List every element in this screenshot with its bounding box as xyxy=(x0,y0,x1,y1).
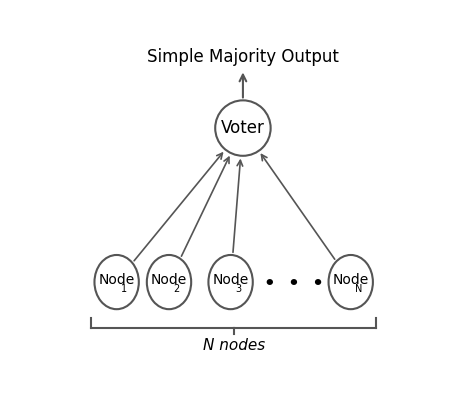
Circle shape xyxy=(215,100,271,156)
Text: N nodes: N nodes xyxy=(202,338,265,354)
Text: 3: 3 xyxy=(235,284,241,294)
Ellipse shape xyxy=(147,255,191,309)
Text: N: N xyxy=(355,284,362,294)
Ellipse shape xyxy=(209,255,253,309)
Text: Node: Node xyxy=(151,273,187,287)
Ellipse shape xyxy=(328,255,373,309)
Text: •  •  •: • • • xyxy=(264,275,324,293)
Ellipse shape xyxy=(94,255,139,309)
Text: Voter: Voter xyxy=(221,119,265,137)
Text: Simple Majority Output: Simple Majority Output xyxy=(147,48,339,66)
Text: Node: Node xyxy=(333,273,369,287)
Text: 2: 2 xyxy=(173,284,180,294)
Text: 1: 1 xyxy=(121,284,128,294)
Text: Node: Node xyxy=(99,273,135,287)
Text: Node: Node xyxy=(212,273,249,287)
